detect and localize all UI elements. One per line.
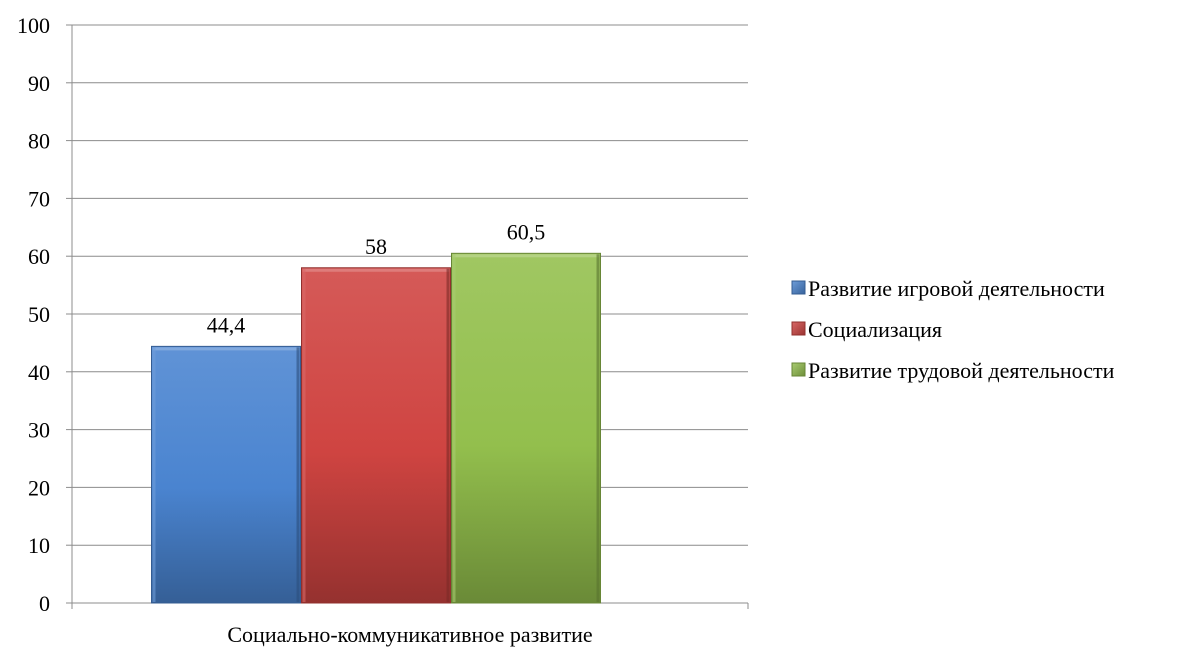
bar-bevel-right xyxy=(446,268,450,602)
legend-label-3: Развитие трудовой деятельности xyxy=(808,358,1115,383)
legend-swatch-3 xyxy=(791,362,806,377)
data-labels: 44,4 58 60,5 xyxy=(207,219,546,337)
y-tick-label: 50 xyxy=(28,302,50,327)
bar-bevel-top xyxy=(302,268,450,272)
x-category-label: Социально-коммуникативное развитие xyxy=(227,622,592,647)
y-tick-label: 10 xyxy=(28,533,50,558)
y-tick-label: 60 xyxy=(28,244,50,269)
bar-1 xyxy=(151,345,301,604)
y-tick-label: 30 xyxy=(28,418,50,443)
y-tick-label: 90 xyxy=(28,71,50,96)
bar-bevel-top xyxy=(152,347,300,351)
y-tick-label: 40 xyxy=(28,360,50,385)
y-tick-label: 0 xyxy=(39,591,50,616)
bar-bevel-left xyxy=(152,347,156,602)
legend-label-2: Социализация xyxy=(808,317,942,342)
bar-bevel-right xyxy=(596,254,600,602)
legend-swatch-2 xyxy=(791,321,806,336)
bars xyxy=(151,252,601,604)
bar-bevel-left xyxy=(302,268,306,602)
y-tick-label: 20 xyxy=(28,475,50,500)
y-tick-label: 80 xyxy=(28,129,50,154)
bar-bevel-left xyxy=(452,254,456,602)
legend-label-1: Развитие игровой деятельности xyxy=(808,276,1105,301)
y-tick-label: 70 xyxy=(28,186,50,211)
bar-3 xyxy=(451,252,601,604)
legend-swatch-1 xyxy=(791,280,806,295)
y-tick-label: 100 xyxy=(17,13,50,38)
legend: Развитие игровой деятельности Социализаци… xyxy=(791,276,1115,383)
data-label-2: 58 xyxy=(365,234,387,259)
bar-bevel-top xyxy=(452,254,600,258)
data-label-3: 60,5 xyxy=(507,219,546,244)
data-label-1: 44,4 xyxy=(207,312,246,337)
bar-2 xyxy=(301,267,451,604)
bar-bevel-right xyxy=(296,347,300,602)
